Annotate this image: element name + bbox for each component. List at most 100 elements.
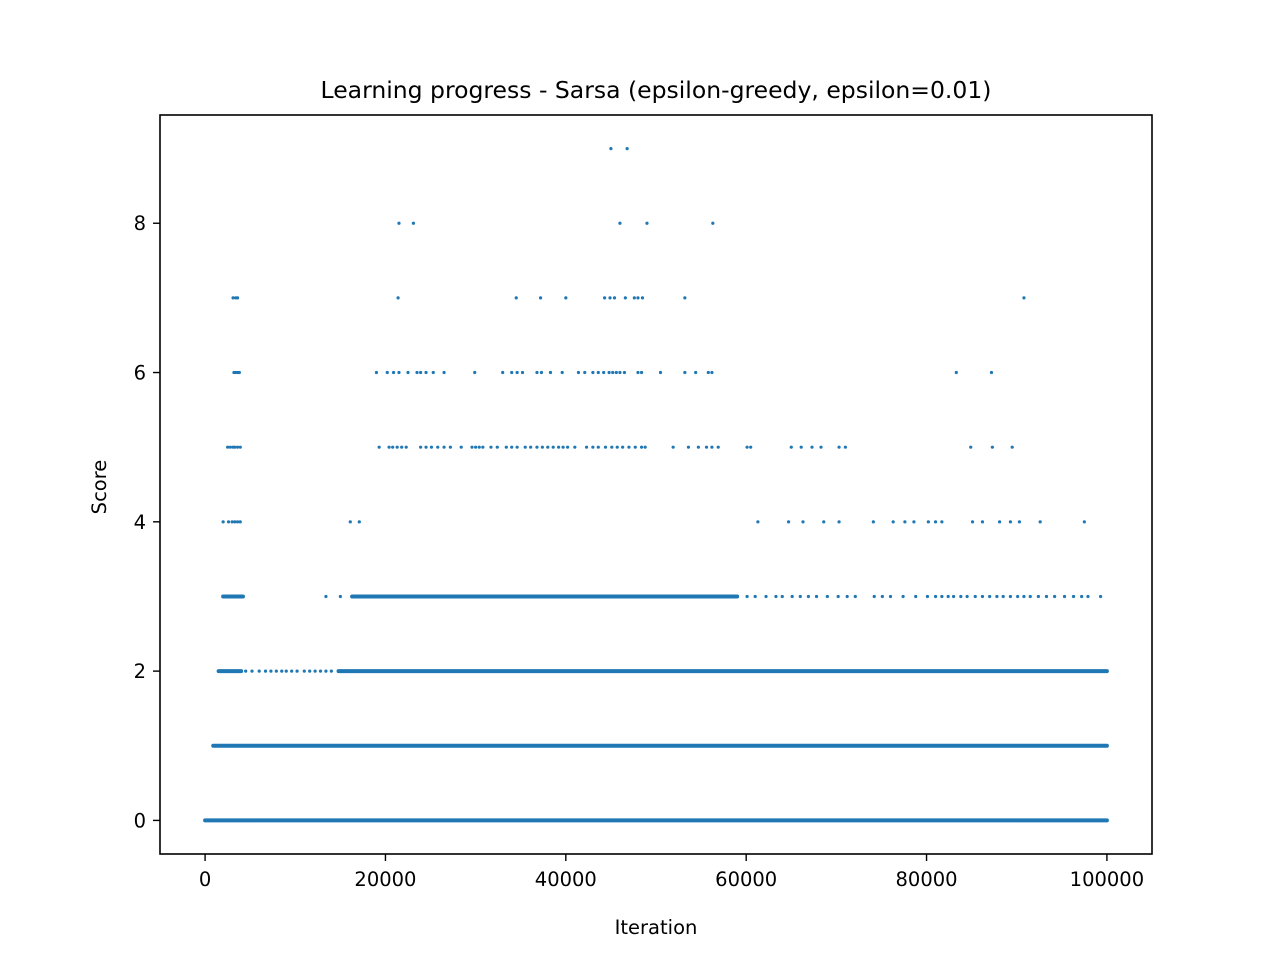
data-point [596, 370, 600, 375]
data-point [529, 445, 533, 449]
x-tick-label: 20000 [354, 868, 416, 891]
data-point [584, 445, 589, 449]
data-point [643, 445, 647, 449]
data-point [925, 594, 930, 599]
data-point [716, 445, 720, 449]
data-point [912, 520, 916, 524]
data-point [814, 594, 819, 599]
data-point [608, 296, 612, 300]
data-point [933, 594, 938, 599]
y-tick-label: 4 [134, 511, 146, 534]
data-point [257, 669, 261, 673]
data-point [238, 520, 242, 524]
data-point [845, 594, 849, 599]
data-point [436, 445, 440, 449]
data-point [903, 520, 907, 524]
data-point [481, 445, 485, 449]
data-point [946, 594, 950, 599]
data-point [1017, 520, 1022, 524]
data-point [269, 669, 273, 673]
data-point [636, 296, 640, 300]
data-point [396, 296, 400, 300]
data-point [710, 370, 714, 375]
data-point [615, 445, 619, 449]
data-point [990, 445, 994, 449]
data-point [419, 370, 423, 375]
data-point [799, 445, 803, 449]
data-point [411, 221, 416, 225]
data-point [822, 520, 826, 524]
data-point [970, 520, 975, 524]
data-point [940, 520, 944, 524]
data-point [843, 445, 847, 449]
data-point [338, 594, 342, 599]
data-point [965, 594, 969, 599]
data-point [711, 221, 715, 225]
data-point [250, 669, 254, 673]
data-point [221, 520, 225, 524]
data-point [576, 370, 581, 375]
data-point [235, 296, 240, 300]
data-point [1036, 594, 1040, 599]
data-point [387, 445, 391, 449]
data-point [745, 445, 749, 449]
data-point [696, 445, 700, 449]
data-point [510, 445, 514, 449]
data-point [539, 370, 544, 375]
data-point [810, 445, 814, 449]
data-point [609, 146, 613, 151]
data-point [431, 370, 435, 375]
data-point [295, 669, 299, 673]
data-point [888, 594, 893, 599]
data-point [318, 669, 323, 673]
data-point [510, 370, 514, 375]
data-point [988, 594, 992, 599]
data-point [459, 445, 463, 449]
data-point [901, 594, 905, 599]
data-point [872, 594, 876, 599]
data-point [520, 370, 525, 375]
data-point [226, 520, 231, 524]
data-points [203, 146, 1109, 823]
data-point [557, 445, 561, 449]
y-tick-label: 6 [134, 362, 146, 385]
data-point [535, 370, 539, 375]
data-point [415, 370, 419, 375]
data-point [749, 445, 753, 449]
x-axis-label: Iteration [615, 916, 698, 939]
data-point [374, 370, 379, 375]
data-point [969, 445, 973, 449]
data-point [424, 370, 428, 375]
data-point [1098, 594, 1103, 599]
data-point [735, 594, 739, 599]
data-point [954, 370, 958, 375]
data-point [419, 445, 423, 449]
data-point [980, 520, 985, 524]
plot-frame [159, 114, 1153, 855]
data-point [395, 445, 399, 449]
data-point [591, 445, 595, 449]
data-point [602, 296, 607, 300]
data-point [538, 296, 543, 300]
data-point [756, 520, 760, 524]
data-point [308, 669, 312, 673]
data-point [238, 445, 242, 449]
data-point [612, 296, 617, 300]
data-point [397, 370, 401, 375]
data-point [302, 669, 306, 673]
data-point [560, 370, 564, 375]
data-point [324, 669, 328, 673]
data-point [377, 445, 381, 449]
data-point [226, 445, 230, 449]
data-point [540, 445, 544, 449]
data-point [753, 594, 757, 599]
data-point [489, 445, 493, 449]
data-point [973, 594, 977, 599]
data-point [683, 296, 687, 300]
data-point [1008, 520, 1013, 524]
data-point [290, 669, 294, 673]
data-point [952, 594, 956, 599]
data-point [622, 370, 627, 375]
